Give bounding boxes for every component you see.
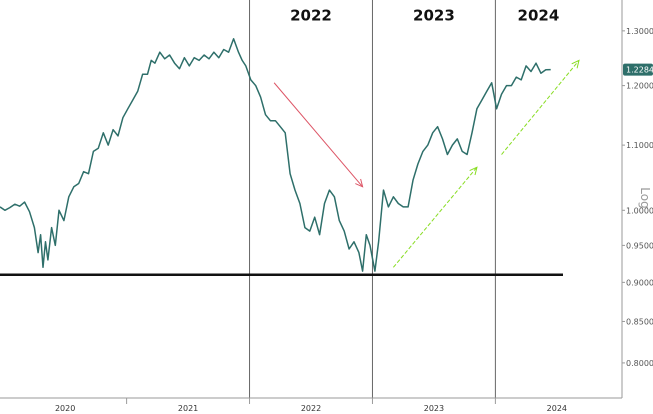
period-label-2024: 2024 xyxy=(518,6,560,24)
series-line-0 xyxy=(0,38,551,272)
x-tick-label: 2024 xyxy=(547,404,567,413)
period-label-2023: 2023 xyxy=(413,6,455,24)
last-value-badge: 1.2284 xyxy=(623,63,653,76)
period-label-2022: 2022 xyxy=(290,6,332,24)
down-trend-arrow-shaft xyxy=(273,82,364,188)
up-trend-arrow-2-head xyxy=(571,59,580,69)
scale-label: Log xyxy=(638,187,652,208)
down-trend-arrow-head xyxy=(355,178,364,188)
trend-arrows xyxy=(273,59,580,268)
x-tick-label: 2020 xyxy=(55,404,75,413)
up-trend-arrow-2-shaft xyxy=(501,60,580,155)
series xyxy=(0,38,551,272)
y-tick-label: 1.30000 xyxy=(626,27,653,36)
y-tick-label: 1.00000 xyxy=(626,206,653,215)
period-dividers xyxy=(249,0,496,398)
x-axis: 2020 2021 2022 2023 2024 xyxy=(55,398,567,413)
up-trend-arrow-1 xyxy=(392,166,478,268)
x-tick-label: 2021 xyxy=(178,404,198,413)
last-value-badge-box xyxy=(623,63,653,76)
up-trend-arrow-1-head xyxy=(469,166,478,176)
down-trend-arrow xyxy=(273,82,364,188)
y-tick-label: 0.95000 xyxy=(626,241,653,250)
period-labels: 2022 2023 2024 xyxy=(290,6,559,24)
x-tick-label: 2023 xyxy=(424,404,444,413)
x-tick-label: 2022 xyxy=(301,404,321,413)
up-trend-arrow-2 xyxy=(501,59,580,155)
last-value-label: 1.2284 xyxy=(626,66,653,75)
up-trend-arrow-1-shaft xyxy=(392,166,478,268)
y-tick-label: 1.10000 xyxy=(626,141,653,150)
y-tick-label: 1.20000 xyxy=(626,82,653,91)
